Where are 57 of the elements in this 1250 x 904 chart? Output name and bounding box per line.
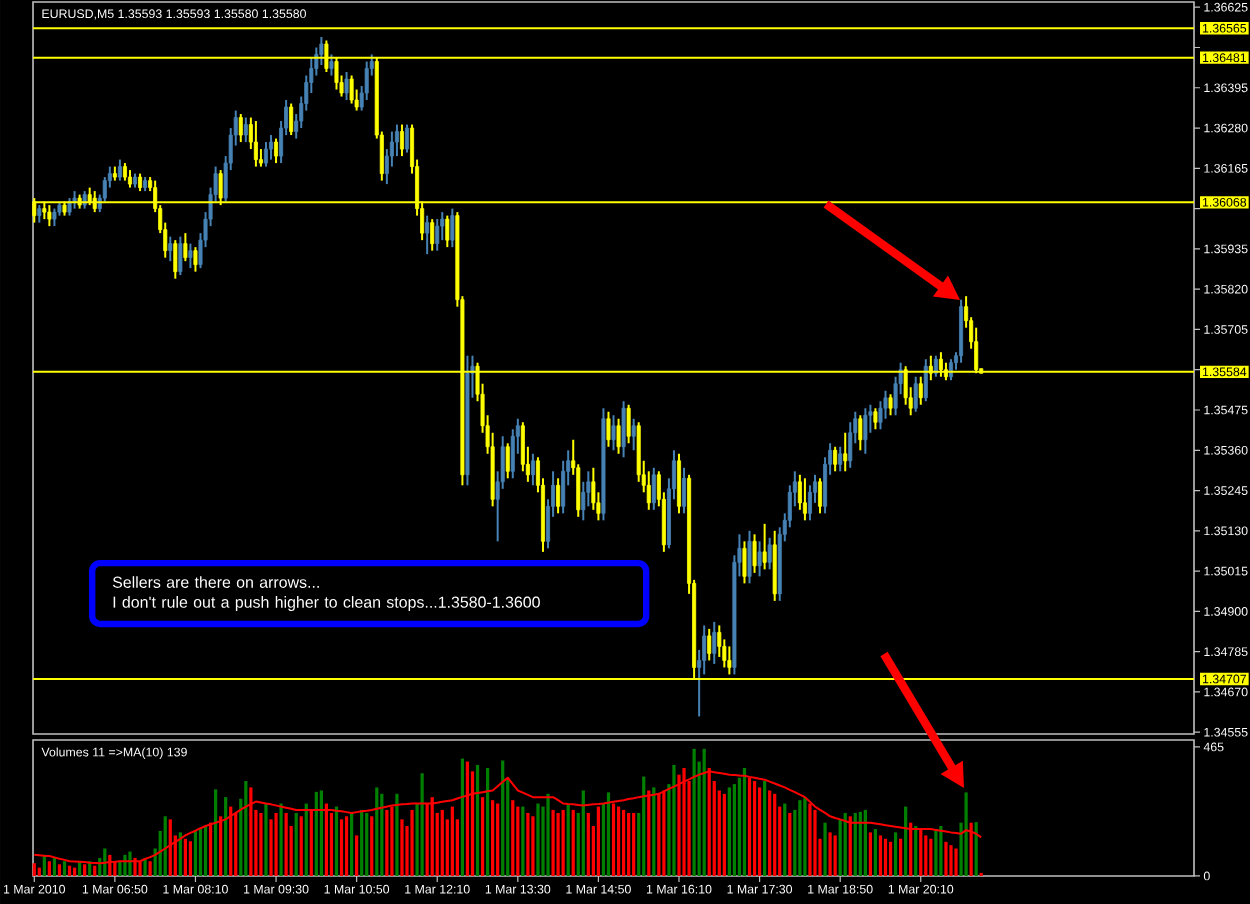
candlestick: [556, 477, 561, 515]
candlestick: [631, 417, 636, 452]
candlestick: [757, 540, 762, 578]
candlestick: [888, 393, 893, 417]
candlestick: [918, 375, 923, 406]
candlestick: [178, 235, 183, 277]
candlestick: [274, 137, 279, 165]
candlestick: [802, 477, 807, 522]
candlestick: [530, 452, 535, 487]
candlestick: [188, 242, 193, 270]
candlestick: [858, 414, 863, 452]
candlestick: [435, 218, 440, 252]
candlestick: [445, 214, 450, 249]
candlestick: [450, 207, 455, 249]
candlestick: [762, 522, 767, 571]
candlestick: [168, 235, 173, 263]
candlestick: [253, 120, 258, 168]
candlestick: [651, 466, 656, 511]
candlestick: [913, 375, 918, 413]
candlestick: [616, 417, 621, 455]
candlestick: [263, 141, 268, 168]
candlestick: [349, 74, 354, 105]
candlestick: [289, 102, 294, 137]
candlestick: [173, 239, 178, 280]
candlestick: [430, 218, 435, 252]
candlestick: [193, 246, 198, 273]
candlestick: [626, 403, 631, 445]
candlestick: [712, 620, 717, 665]
candlestick: [843, 431, 848, 473]
candlestick: [767, 536, 772, 571]
candlestick: [676, 452, 682, 515]
candlestick: [399, 123, 404, 158]
candlestick: [329, 53, 334, 77]
candlestick: [611, 414, 616, 452]
candlestick: [621, 400, 626, 459]
candlestick: [269, 134, 274, 161]
candlestick: [833, 445, 838, 473]
candlestick: [405, 123, 410, 154]
candlestick: [747, 529, 752, 585]
candlestick: [243, 116, 248, 144]
candlestick: [742, 540, 747, 585]
candlestick: [682, 466, 687, 515]
candlestick: [923, 358, 928, 403]
candlestick: [863, 407, 868, 455]
candlestick: [606, 410, 611, 448]
candlestick: [117, 158, 122, 182]
candlestick: [344, 71, 349, 102]
candlestick: [183, 232, 188, 263]
candlestick: [707, 627, 712, 662]
candlestick: [752, 533, 757, 574]
candlestick: [505, 442, 510, 480]
candlestick: [838, 445, 843, 473]
candlestick: [727, 645, 732, 676]
candlestick: [425, 214, 430, 256]
candlestick: [238, 113, 243, 144]
candlestick: [818, 477, 823, 515]
candlestick: [873, 407, 878, 431]
